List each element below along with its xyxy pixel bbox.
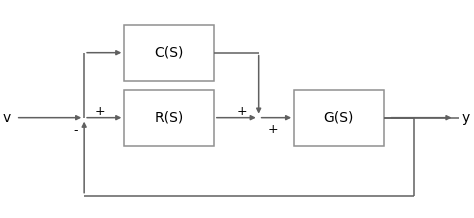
Text: -: - (73, 124, 78, 137)
Text: y: y (462, 111, 470, 125)
Text: G(S): G(S) (324, 111, 354, 125)
Text: +: + (94, 105, 105, 118)
Text: +: + (236, 105, 247, 118)
Text: v: v (3, 111, 11, 125)
Text: C(S): C(S) (155, 46, 184, 60)
Bar (124, 24, 214, 81)
Text: R(S): R(S) (155, 111, 184, 125)
Bar (294, 90, 383, 146)
Bar (124, 90, 214, 146)
Text: +: + (267, 123, 278, 136)
